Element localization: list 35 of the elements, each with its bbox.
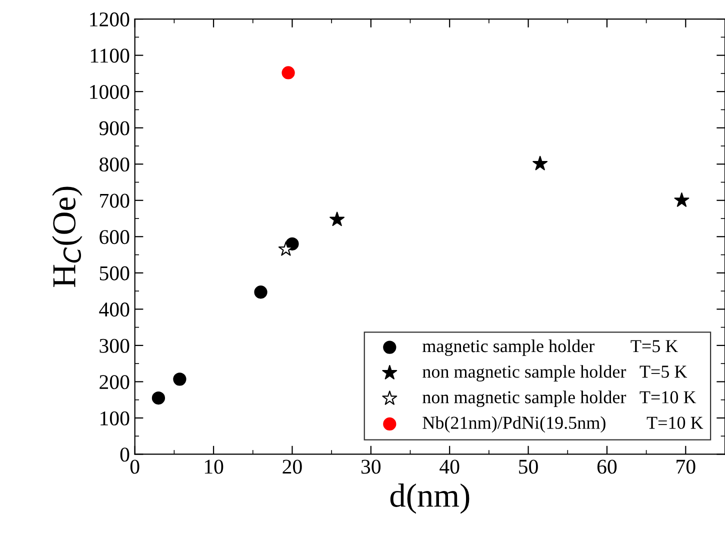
point xyxy=(330,212,345,226)
x-tick-label: 20 xyxy=(282,460,302,474)
y-tick-label: 300 xyxy=(100,338,130,353)
x-tick-label: 0 xyxy=(130,460,140,474)
x-axis-title: d(nm) xyxy=(390,484,470,514)
x-tick-label: 30 xyxy=(361,460,381,474)
y-tick-label: 400 xyxy=(99,302,130,317)
point xyxy=(674,192,690,207)
y-tick-label: 700 xyxy=(100,194,130,208)
x-tick-label: 40 xyxy=(440,460,460,474)
y-tick-label: 600 xyxy=(100,230,130,244)
x-tick-label: 10 xyxy=(204,460,224,474)
point xyxy=(278,241,294,256)
y-tick-label: 100 xyxy=(100,411,130,426)
legend-label: non magnetic sample holder T=10 K xyxy=(422,390,696,408)
x-tick-label: 60 xyxy=(597,460,617,474)
x-tick-label: 70 xyxy=(676,460,696,474)
y-tick-label: 1200 xyxy=(90,12,130,26)
y-axis-title: H$_{C}$(Oe) xyxy=(52,186,82,288)
y-tick-label: 1000 xyxy=(90,84,130,100)
y-tick-label: 800 xyxy=(100,157,130,172)
legend-label: Nb(21nm)/PdNi(19.5nm) T=10 K xyxy=(422,416,704,433)
y-tick-label: 900 xyxy=(99,121,130,136)
point xyxy=(254,286,268,299)
point xyxy=(173,372,186,386)
y-tick-label: 1100 xyxy=(90,48,130,63)
y-tick-label: 0 xyxy=(120,448,130,462)
point xyxy=(282,66,295,80)
point xyxy=(152,391,166,405)
legend-label: non magnetic sample holder T=5 K xyxy=(422,365,688,382)
legend-label: magnetic sample holder T=5 K xyxy=(422,340,678,356)
point xyxy=(532,156,548,170)
y-tick-label: 200 xyxy=(100,375,130,390)
y-tick-label: 500 xyxy=(100,266,130,280)
x-tick-label: 50 xyxy=(519,460,538,474)
